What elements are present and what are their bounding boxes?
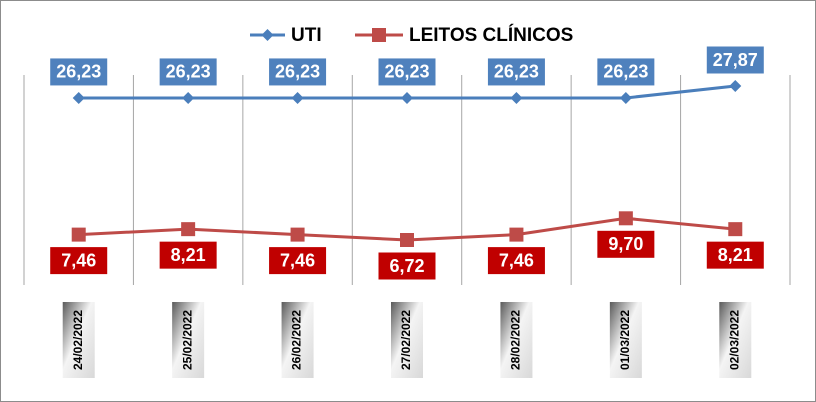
point xyxy=(181,222,196,237)
value-label-box xyxy=(486,246,546,276)
date-box xyxy=(172,302,205,378)
legend-marker xyxy=(261,29,274,41)
point xyxy=(619,91,632,104)
value-label: 27,87 xyxy=(713,50,758,70)
date-box xyxy=(281,302,314,378)
value-label: 26,23 xyxy=(494,62,539,82)
point xyxy=(182,91,195,104)
x-tick-label: 27/02/2022 xyxy=(399,310,413,370)
value-label-box xyxy=(486,57,546,87)
date-box xyxy=(500,302,533,378)
value-label: 6,72 xyxy=(389,256,424,276)
value-label-box xyxy=(49,246,109,276)
value-label-box xyxy=(705,45,765,75)
point xyxy=(728,222,743,237)
x-tick-label: 24/02/2022 xyxy=(71,310,85,370)
x-tick-label: 26/02/2022 xyxy=(290,310,304,370)
value-label-box xyxy=(596,57,656,87)
date-box xyxy=(609,302,642,378)
value-label: 8,21 xyxy=(718,245,753,265)
x-tick-label: 28/02/2022 xyxy=(509,310,523,370)
value-label: 26,23 xyxy=(275,62,320,82)
value-label: 26,23 xyxy=(166,62,211,82)
value-label-box xyxy=(158,57,218,87)
value-label: 26,23 xyxy=(603,62,648,82)
value-label-box xyxy=(158,240,218,270)
value-label: 26,23 xyxy=(384,62,429,82)
value-label-box xyxy=(377,251,437,281)
x-tick-label: 01/03/2022 xyxy=(618,310,632,370)
value-label: 7,46 xyxy=(61,250,96,270)
point xyxy=(510,91,523,104)
point xyxy=(618,211,633,226)
point xyxy=(401,91,413,104)
value-label-box xyxy=(705,240,765,270)
x-tick-label: 25/02/2022 xyxy=(180,310,194,370)
date-box xyxy=(391,302,423,378)
value-label-box xyxy=(596,229,656,259)
value-label-box xyxy=(268,57,328,87)
date-box xyxy=(719,302,752,378)
date-box xyxy=(62,302,95,378)
point xyxy=(509,227,524,242)
value-label: 26,23 xyxy=(56,62,101,82)
x-tick-label: 02/03/2022 xyxy=(727,310,741,370)
point xyxy=(72,91,85,104)
value-label-box xyxy=(268,246,328,276)
point xyxy=(291,91,304,104)
point xyxy=(400,233,414,247)
value-label: 7,46 xyxy=(499,250,534,270)
point xyxy=(290,227,305,242)
legend-label: UTI xyxy=(291,25,322,46)
point xyxy=(71,227,86,242)
point xyxy=(729,80,742,92)
value-label: 9,70 xyxy=(608,234,643,254)
value-label-box xyxy=(49,57,109,87)
value-label: 8,21 xyxy=(171,245,206,265)
legend-label: LEITOS CLÍNICOS xyxy=(409,24,573,46)
value-label-box xyxy=(377,57,437,87)
value-label: 7,46 xyxy=(280,250,315,270)
legend-marker xyxy=(372,28,386,42)
